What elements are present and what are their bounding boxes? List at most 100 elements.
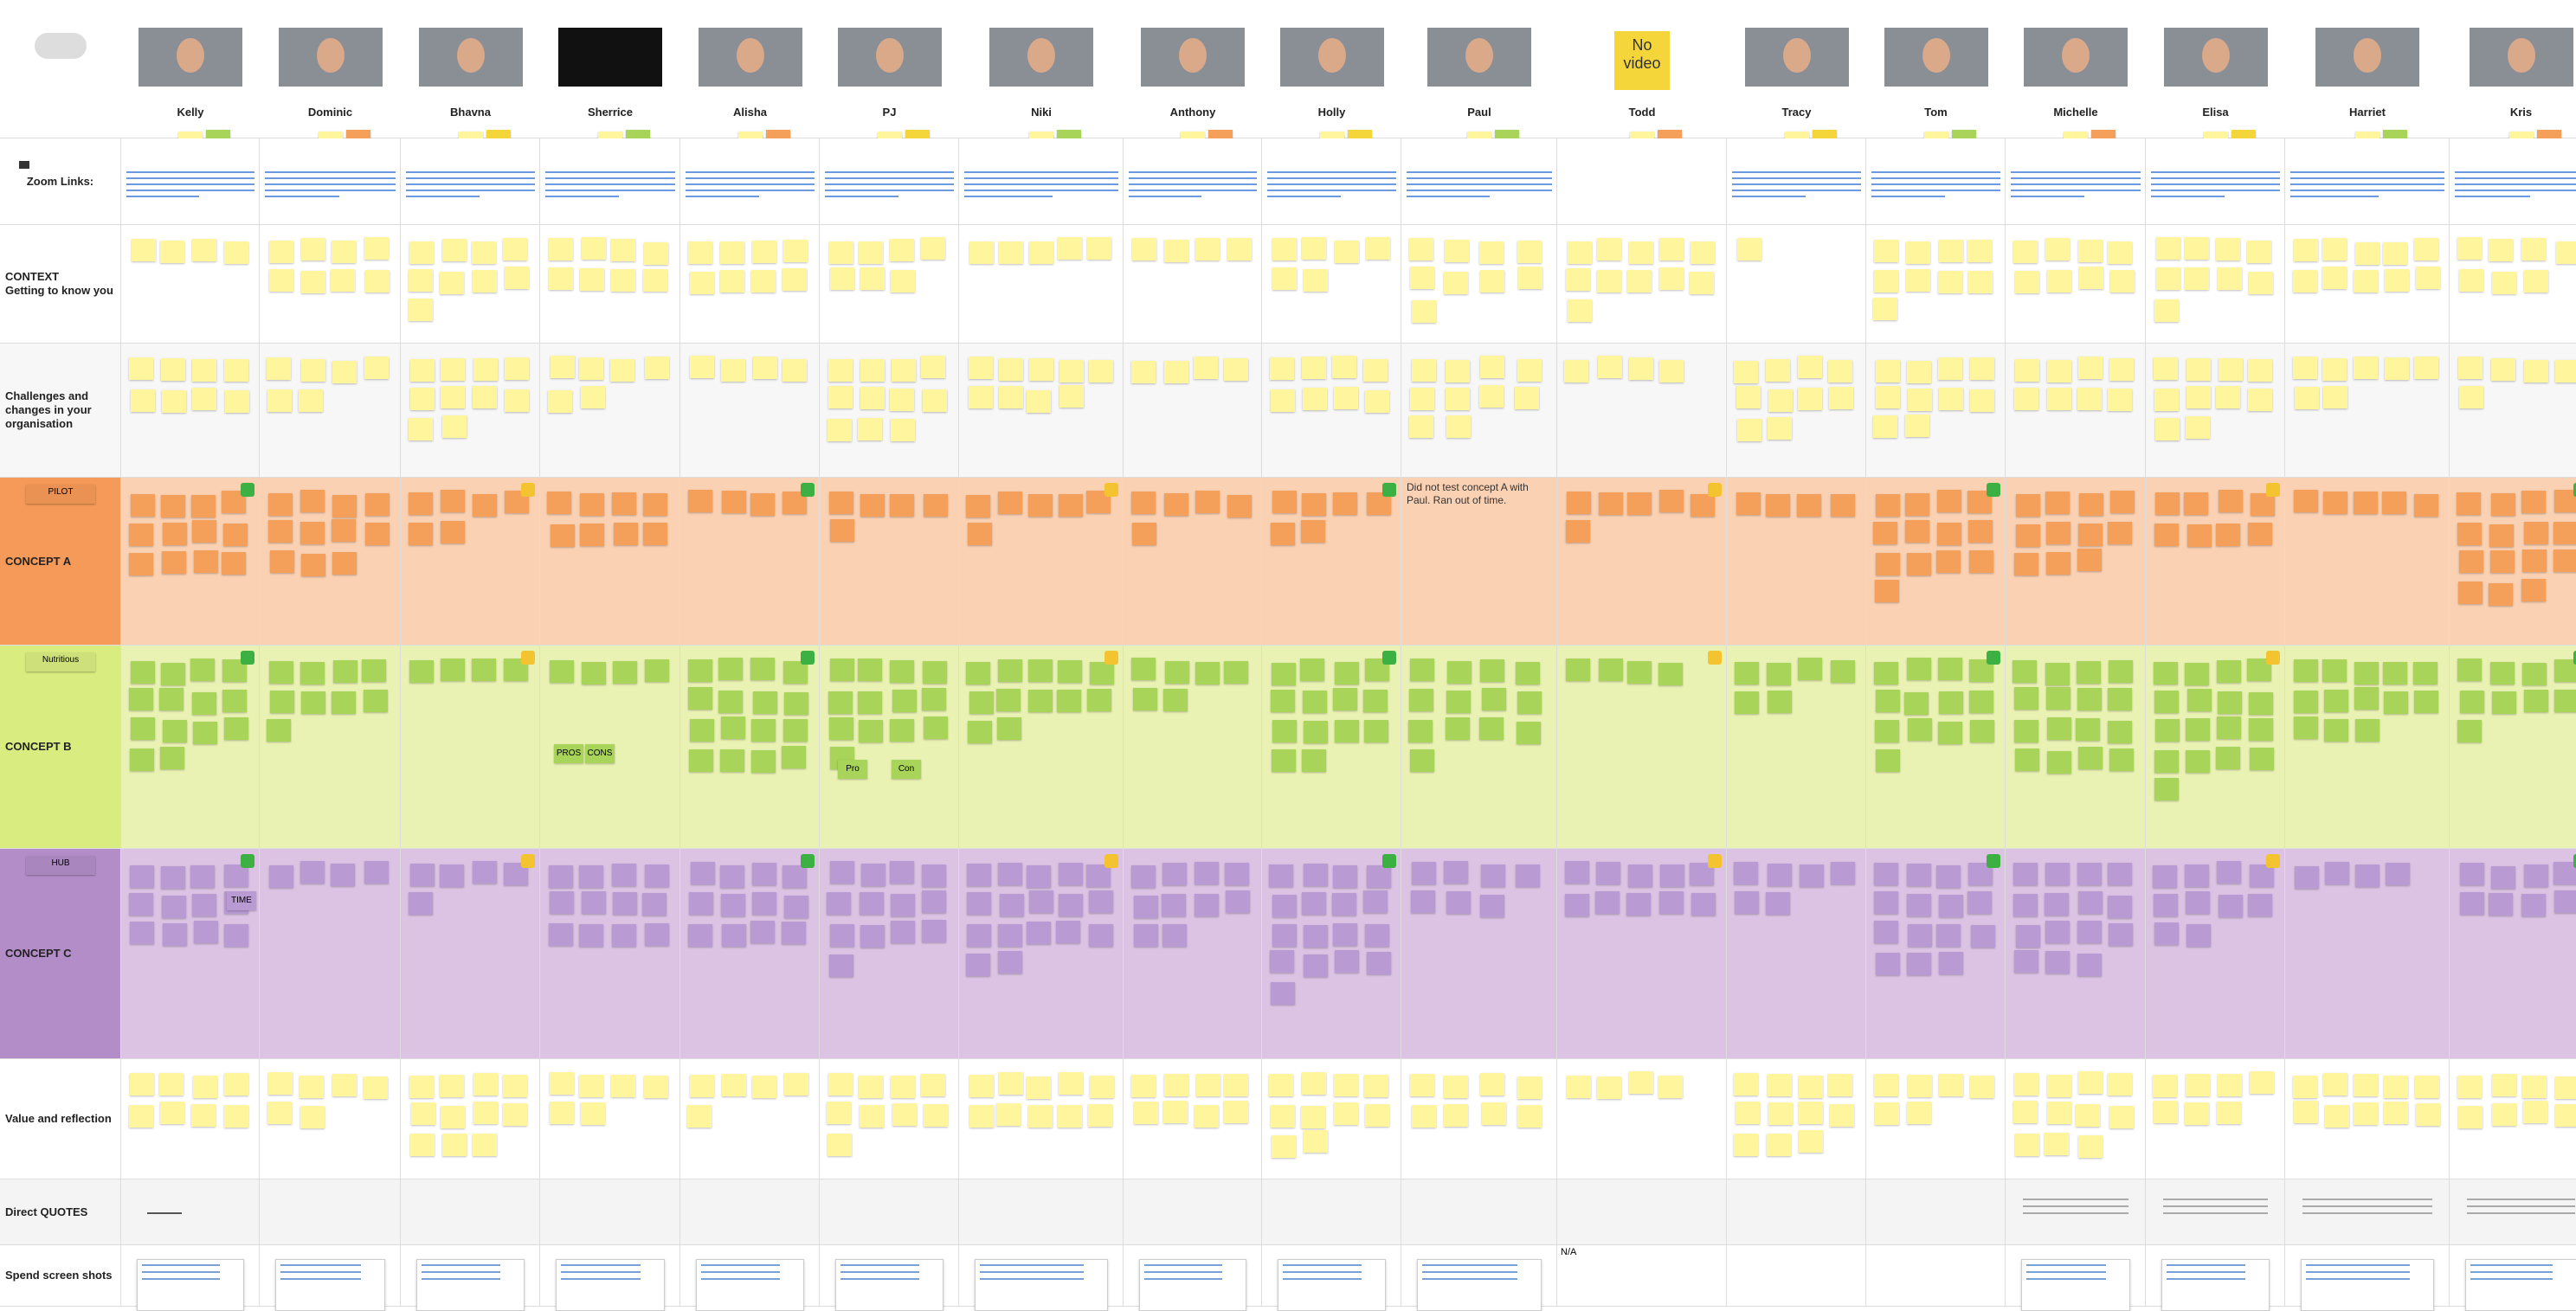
sticky-note [827, 892, 851, 916]
sticky-note [1874, 1102, 1899, 1126]
sticky-note [2045, 662, 2070, 685]
sticky-note [889, 239, 914, 262]
sticky-note [1797, 387, 1822, 410]
sticky-note [2246, 240, 2271, 263]
sticky-note [2553, 890, 2576, 914]
sticky-note [1131, 1074, 1156, 1097]
concept-tag: Nutritious [26, 652, 95, 672]
sticky-note [1598, 658, 1623, 681]
sticky-note [2458, 385, 2483, 408]
sticky-note [580, 523, 605, 546]
concept-tag: HUB [26, 856, 95, 875]
sticky-note [859, 719, 884, 742]
cell-border [2006, 478, 2146, 646]
sticky-note [828, 358, 853, 382]
sticky-note [580, 267, 605, 291]
sticky-note [2457, 357, 2483, 380]
sticky-note [581, 386, 606, 409]
zoom-link [1407, 196, 1490, 197]
sticky-note [472, 659, 497, 682]
cell-border [2450, 138, 2576, 225]
status-icon [521, 483, 535, 497]
sticky-note [580, 492, 605, 516]
sticky-note [1445, 387, 1470, 410]
sticky-note [223, 717, 248, 740]
sticky-note [1517, 267, 1542, 290]
zoom-link [2290, 196, 2379, 197]
sticky-note [2457, 658, 2482, 681]
sticky-note [1598, 356, 1623, 379]
sticky-note [1131, 864, 1156, 888]
sticky-note [2155, 417, 2180, 440]
cell-border [121, 646, 260, 849]
cell-border [1866, 849, 2006, 1059]
zoom-link [2290, 190, 2444, 191]
screenshot [2161, 1259, 2270, 1311]
cell-border [1557, 478, 1727, 646]
sticky-note [1736, 419, 1761, 442]
sticky-note [299, 1076, 324, 1099]
sticky-note [2107, 688, 2132, 711]
sticky-note [2185, 1102, 2210, 1126]
sticky-note [642, 269, 667, 292]
status-icon [2573, 651, 2576, 665]
sticky-note [827, 1102, 852, 1125]
sticky-note [719, 270, 744, 293]
cell-border [2285, 646, 2450, 849]
cell-border [540, 225, 680, 344]
zoom-link [1732, 183, 1861, 185]
sticky-note [550, 890, 575, 914]
cell-border [1401, 344, 1557, 478]
cell-border [540, 478, 680, 646]
sticky-note [2217, 1102, 2242, 1125]
sticky-note [2045, 920, 2070, 943]
sticky-note [860, 924, 886, 948]
sticky-note [2153, 894, 2178, 917]
sticky-note [613, 892, 638, 916]
screenshot-line [2470, 1264, 2553, 1266]
sticky-note [1410, 890, 1435, 914]
zoom-link [1407, 177, 1552, 179]
cell-border [1124, 478, 1262, 646]
sticky-note [130, 494, 155, 517]
sticky-note [1027, 690, 1053, 713]
sticky-note [643, 492, 668, 516]
status-icon [1987, 651, 2000, 665]
sticky-note [2490, 492, 2515, 516]
sticky-note [193, 921, 218, 944]
sticky-note [502, 1075, 527, 1098]
sticky-note [1517, 691, 1542, 714]
sticky-note [1830, 494, 1855, 517]
sticky-note [2489, 239, 2514, 262]
screenshot-line [280, 1264, 361, 1266]
sticky-note [1272, 749, 1296, 773]
sticky-note [1766, 358, 1791, 382]
sticky-note [1332, 922, 1357, 946]
sticky-note [1195, 1105, 1220, 1128]
row-label-text: CONTEXT [5, 270, 60, 283]
zoom-link [1267, 177, 1396, 179]
sticky-note [129, 864, 154, 888]
sticky-note [2249, 1071, 2274, 1095]
sticky-note [330, 269, 355, 292]
row-label-text: CONCEPT C [5, 947, 72, 960]
sticky-note [891, 1076, 915, 1099]
sticky-note [998, 863, 1023, 886]
sticky-note [410, 1133, 435, 1156]
sticky-note [643, 522, 668, 545]
sticky-note [1224, 357, 1249, 381]
cell-border [260, 344, 401, 478]
sticky-note [969, 356, 994, 379]
sticky-note [2457, 237, 2483, 260]
sticky-note [193, 1075, 218, 1098]
sticky-note [967, 923, 992, 947]
sticky-note [2382, 661, 2407, 684]
sticky-note [1058, 659, 1083, 683]
sticky-note [2186, 358, 2211, 382]
participant-name: PJ [882, 106, 897, 119]
sticky-note [441, 239, 467, 262]
sticky-note [1444, 271, 1469, 294]
sticky-note [1056, 690, 1081, 713]
sticky-note [409, 1075, 434, 1098]
sticky-note [997, 491, 1022, 514]
